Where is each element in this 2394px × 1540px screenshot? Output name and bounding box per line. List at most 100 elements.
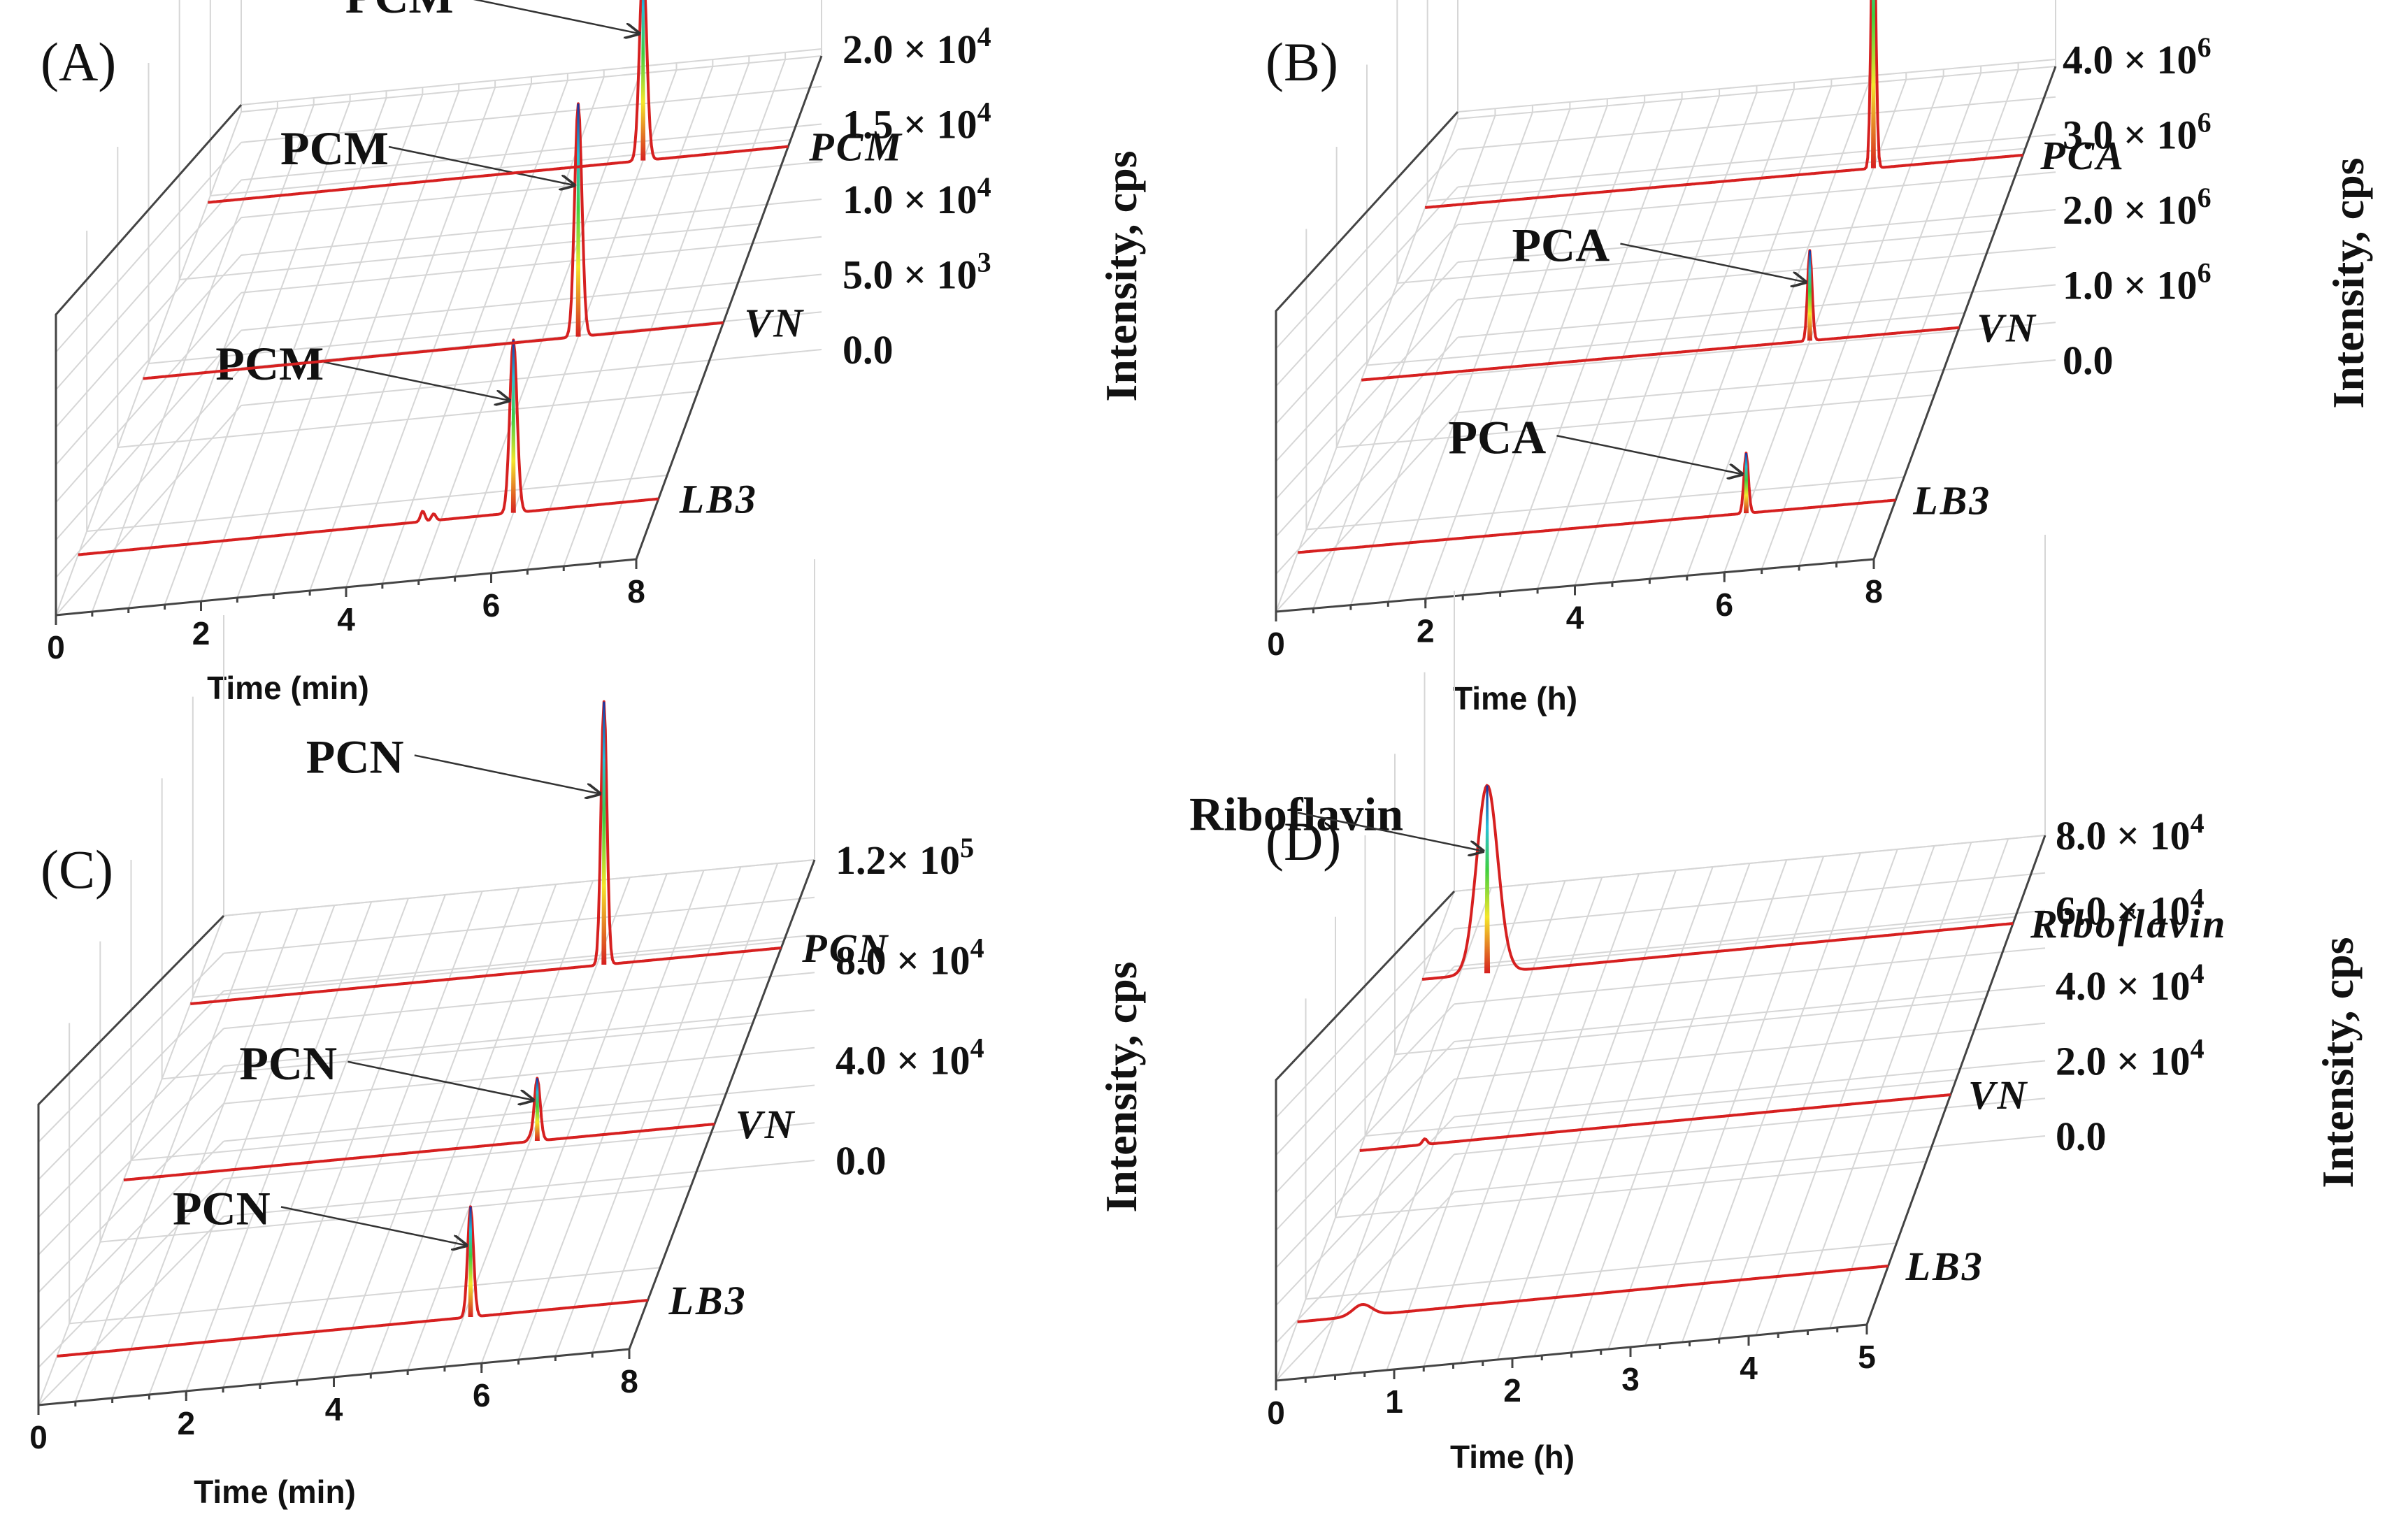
grid-line [1681,852,1861,1343]
annotation-arrow [347,1060,533,1100]
side-edge [1275,890,1456,1381]
grid-line [599,59,787,563]
panel-c: (C) 0 2 4 6 8 Time (min) 0.0 4.0 × 104 8.0 × 104 1… [29,559,1146,1510]
y-tick-label: 0.0 [843,327,894,373]
grid-line [164,101,351,605]
x-tick-label: 8 [627,573,645,610]
peak-annotation: PCN [239,1037,337,1090]
series-label: VN [1977,305,2037,351]
grid-line [1761,75,1944,570]
panel-label: (B) [1266,31,1338,92]
grid-line [223,1009,815,1067]
grid-line [309,87,496,591]
annotation-arrow [473,0,639,34]
side-edge [1275,110,1459,612]
grid-line [1454,1135,2046,1193]
grid-line [127,104,315,609]
grid-line [223,1084,815,1142]
series-line-LB3 [1298,452,1896,554]
peak-annotation: PCA [1512,219,1610,272]
grid-line [1457,209,2056,263]
panel-label: (A) [41,31,116,92]
series-label: PCA [2040,133,2126,178]
grid-line [1275,1116,1455,1307]
grid-line [259,894,446,1385]
grid-line [1386,880,1566,1371]
y-tick-label: 1.0 × 104 [843,171,991,222]
grid-line [1457,134,2056,188]
grid-line [241,123,822,181]
annotation-arrow [388,145,574,185]
grid-line [1457,322,2056,376]
x-tick-label: 0 [1267,626,1285,662]
series-line-LB3 [1297,1265,1888,1323]
grid-line [148,905,336,1395]
series-line-VN [143,102,724,380]
grid-line [1499,99,1683,593]
y-tick-exponent: 6 [2198,31,2212,63]
peak-PCM [640,0,646,161]
x-tick-label: 8 [1865,573,1883,610]
y-tick-label: 1.5 × 104 [843,96,991,147]
annotation-arrow [414,754,600,793]
grid-line [1454,872,2046,930]
series-line-Riboflavin [1421,784,2014,981]
y-tick-label: 6.0 × 104 [2056,883,2205,934]
y-tick-label: 2.0 × 106 [2063,182,2212,233]
y-axis-title: Intensity, cps [1096,150,1146,401]
series-label: PCN [801,926,889,971]
y-tick-exponent: 6 [2198,107,2212,138]
grid-line [1533,866,1714,1357]
y-tick-label: 0.0 [2063,338,2114,383]
grid-line [185,901,373,1392]
x-tick-label: 3 [1621,1361,1640,1397]
series-label: VN [736,1102,796,1147]
grid-line [517,870,705,1360]
grid-line [1349,112,1533,605]
series-label: LB3 [1912,477,1991,523]
series-label: LB3 [1905,1244,1984,1289]
grid-line [454,73,641,577]
series-label: VN [1968,1072,2029,1118]
grid-line [296,891,483,1381]
y-tick-exponent: 5 [960,832,974,863]
y-tick-label: 4.0 × 104 [836,1032,984,1084]
grid-line [1349,884,1529,1374]
peak-LB3 [468,1207,473,1317]
grid-line [38,1216,224,1406]
x-tick-label: 2 [1503,1372,1521,1409]
annotation-arrow [324,361,509,401]
x-axis-title: Time (h) [1453,680,1577,717]
annotation-arrow [1297,812,1483,851]
grid-line [1275,374,1458,575]
grid-line [333,887,520,1378]
grid-line [273,90,460,595]
series-label: LB3 [668,1278,747,1323]
x-tick-label: 5 [1858,1339,1876,1375]
grid-line [1454,947,2046,1005]
series-line-PCM [208,0,789,204]
y-tick-label: 5.0 × 103 [843,247,991,298]
annotation-arrow [280,1206,466,1246]
y-tick-exponent: 4 [2191,883,2205,914]
grid-line [1686,82,1870,576]
peak-Riboflavin [1484,785,1491,974]
grid-line [1454,1098,2046,1156]
x-tick-label: 4 [337,601,355,638]
y-tick-exponent: 3 [977,247,991,278]
x-tick-label: 2 [1417,612,1435,649]
peak-LB3 [510,340,516,513]
y-tick-label: 4.0 × 106 [2063,31,2212,82]
grid-line [1537,95,1721,589]
x-tick-label: 4 [1740,1350,1758,1386]
grid-line [345,83,532,588]
grid-line [1835,69,2019,563]
y-tick-exponent: 4 [970,1032,984,1064]
grid-line [407,880,594,1371]
grid-line [241,349,822,406]
grid-line [241,236,822,294]
peak-PCA [1870,0,1876,168]
x-tick-label: 2 [177,1405,195,1441]
grid-line [38,1178,224,1368]
x-axis-title: Time (min) [207,670,369,706]
